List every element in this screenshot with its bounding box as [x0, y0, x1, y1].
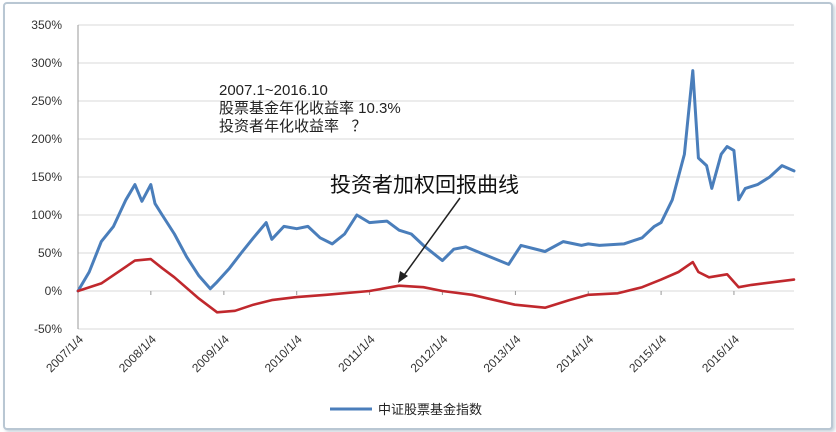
series-line-fund-index [76, 69, 796, 293]
annotation-arrow [398, 197, 461, 283]
x-tick-label: 2012/1/4 [408, 332, 451, 375]
x-tick-label: 2009/1/4 [189, 332, 232, 375]
gridlines [77, 24, 794, 330]
y-tick-label: 200% [31, 132, 62, 146]
y-tick-label: 100% [31, 208, 62, 222]
y-tick-label: -50% [34, 322, 62, 336]
y-tick-label: 300% [31, 56, 62, 70]
x-tick-label: 2010/1/4 [262, 332, 305, 375]
x-tick-label: 2008/1/4 [116, 332, 159, 375]
x-tick-label: 2015/1/4 [626, 332, 669, 375]
x-tick-label: 2011/1/4 [335, 332, 378, 375]
annotation-curve-label: 投资者加权回报曲线 [330, 173, 519, 197]
annotation-fund-return: 股票基金年化收益率 10.3% [219, 100, 401, 117]
annotation-investor-return: 投资者年化收益率 ？ [219, 118, 367, 135]
legend: 中证股票基金指数 [330, 402, 482, 418]
x-tick-label: 2013/1/4 [481, 332, 524, 375]
y-tick-label: 0% [45, 284, 63, 298]
annotation-period: 2007.1~2016.10 [219, 82, 328, 99]
x-axis-ticks: 2007/1/4 2008/1/4 2009/1/4 2010/1/4 2011/1/4… [43, 291, 742, 375]
y-tick-label: 250% [31, 94, 62, 108]
x-tick-label: 2007/1/4 [43, 332, 86, 375]
legend-label: 中证股票基金指数 [378, 402, 482, 418]
series-group [76, 69, 796, 314]
y-tick-label: 50% [38, 246, 62, 260]
y-axis-ticks: 350% 300% 250% 200% 150% 100% 50% 0% -50% [31, 18, 62, 336]
y-tick-label: 150% [31, 170, 62, 184]
series-line-investor-return [76, 257, 796, 314]
chart-frame [3, 2, 833, 430]
x-tick-label: 2016/1/4 [699, 332, 742, 375]
x-tick-label: 2014/1/4 [553, 332, 596, 375]
y-tick-label: 350% [31, 18, 62, 32]
